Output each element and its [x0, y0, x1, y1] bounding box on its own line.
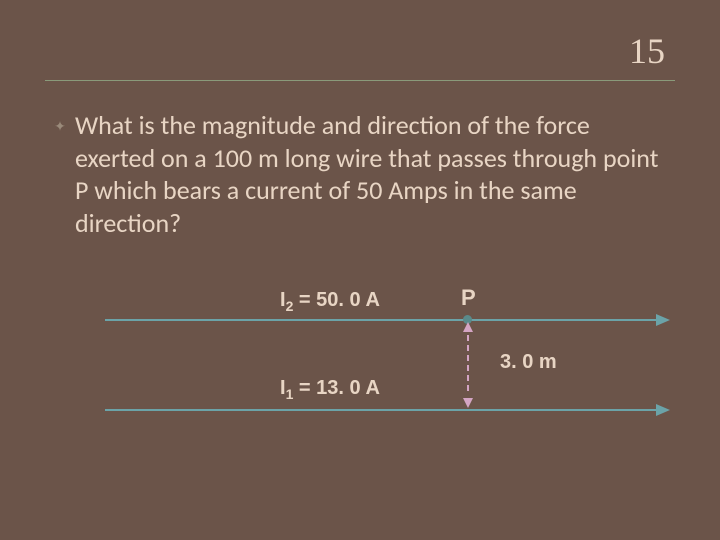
slide-number: 15 — [45, 30, 675, 80]
current-i1-label: I1 = 13. 0 A — [280, 377, 380, 402]
question-text: What is the magnitude and direction of t… — [75, 109, 675, 239]
dash-segment — [467, 345, 469, 351]
slide-container: 15 ✦ What is the magnitude and direction… — [0, 0, 720, 540]
dash-segment — [467, 355, 469, 361]
dash-segment — [467, 335, 469, 341]
title-divider — [45, 80, 675, 81]
arrow-head-down-icon — [463, 398, 473, 408]
distance-label: 3. 0 m — [500, 351, 557, 374]
i2-rest: = 50. 0 A — [293, 289, 380, 311]
bullet-icon: ✦ — [45, 109, 75, 136]
point-p-label: P — [461, 285, 476, 311]
i1-rest: = 13. 0 A — [293, 377, 380, 399]
dash-segment — [467, 375, 469, 381]
dash-segment — [467, 365, 469, 371]
wire-top — [105, 319, 660, 321]
dash-segment — [467, 385, 469, 391]
wire-bottom — [105, 409, 660, 411]
current-i2-label: I2 = 50. 0 A — [280, 289, 380, 314]
arrow-head-up-icon — [463, 322, 473, 332]
physics-diagram: I2 = 50. 0 A I1 = 13. 0 A P 3. 0 m — [105, 279, 665, 449]
content-row: ✦ What is the magnitude and direction of… — [45, 109, 675, 239]
distance-arrow — [467, 323, 469, 407]
